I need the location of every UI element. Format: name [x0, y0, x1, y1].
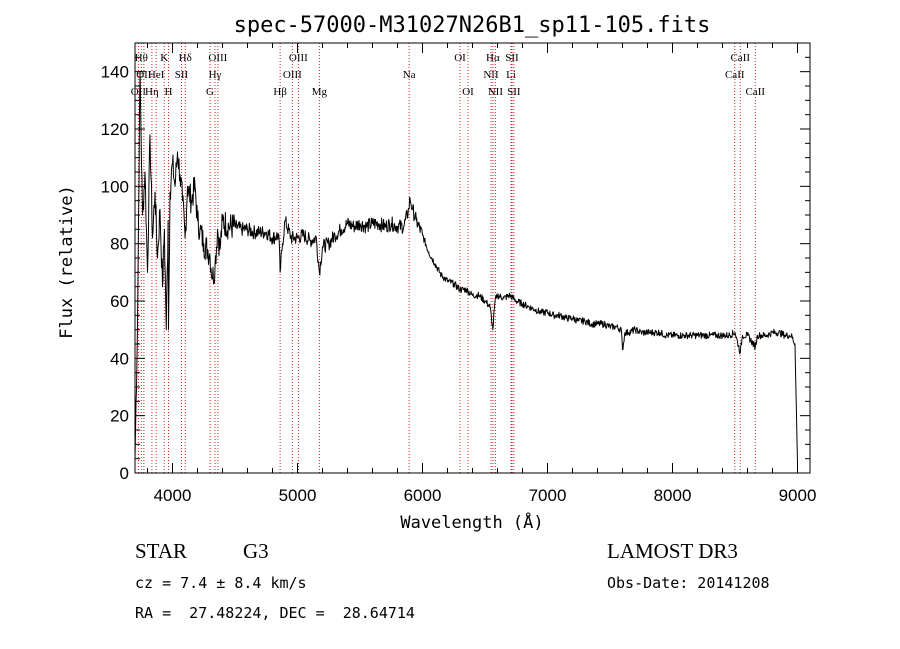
spectral-line-markers: OIIHθOIIHηHeIKHSIIHδGHγOIIIHβOIIIOIIIMgN… — [131, 43, 765, 473]
line-label: OI — [462, 86, 474, 98]
line-label: CaII — [730, 52, 750, 64]
x-axis-ticks: 4000 5000 6000 7000 8000 9000 — [147, 43, 817, 505]
line-label: NII — [488, 86, 504, 98]
line-label: SII — [175, 69, 189, 81]
coordinates: RA = 27.48224, DEC = 28.64714 — [135, 604, 415, 622]
line-label: G — [206, 86, 214, 98]
x-tick-label: 7000 — [529, 486, 567, 505]
y-tick-label: 120 — [101, 120, 129, 139]
x-tick-label: 4000 — [154, 486, 192, 505]
y-tick-label: 80 — [110, 235, 129, 254]
x-tick-label: 5000 — [279, 486, 317, 505]
line-label: Hγ — [209, 69, 222, 81]
line-label: Hη — [145, 86, 159, 98]
line-label: Hβ — [273, 86, 287, 98]
y-tick-label: 60 — [110, 292, 129, 311]
y-axis-label: Flux (relative) — [57, 185, 77, 339]
x-tick-label: 9000 — [779, 486, 817, 505]
y-tick-label: 100 — [101, 177, 129, 196]
line-label: CaII — [745, 86, 765, 98]
y-tick-label: 140 — [101, 63, 129, 82]
object-class: STAR — [135, 539, 187, 563]
line-label: K — [160, 52, 168, 64]
line-label: OIII — [208, 52, 227, 64]
line-label: H — [165, 86, 173, 98]
line-label: OIII — [283, 69, 302, 81]
observation-date: Obs-Date: 20141208 — [607, 574, 770, 592]
line-label: OI — [454, 52, 466, 64]
spectrum-line — [134, 71, 798, 465]
line-label: Hα — [486, 52, 500, 64]
line-label: OIII — [289, 52, 308, 64]
line-label: Li — [506, 69, 516, 81]
spectrum-series — [134, 71, 798, 465]
line-label: Hδ — [179, 52, 192, 64]
x-axis-label: Wavelength (Å) — [400, 511, 543, 533]
redshift-velocity: cz = 7.4 ± 8.4 km/s — [135, 574, 307, 592]
line-label: Mg — [312, 86, 328, 98]
line-label: Na — [403, 69, 416, 81]
x-tick-label: 6000 — [404, 486, 442, 505]
line-label: NII — [483, 69, 499, 81]
y-tick-label: 20 — [110, 407, 129, 426]
y-tick-label: 40 — [110, 349, 129, 368]
line-label: SII — [505, 52, 519, 64]
y-tick-label: 0 — [120, 464, 129, 483]
y-axis-ticks: 0 20 40 60 80 100 120 140 — [101, 42, 810, 483]
line-label: SII — [507, 86, 521, 98]
object-subclass: G3 — [243, 539, 269, 563]
line-label: CaII — [725, 69, 745, 81]
plot-frame — [134, 42, 811, 474]
line-label: Hθ — [135, 52, 148, 64]
x-tick-label: 8000 — [654, 486, 692, 505]
survey-name: LAMOST DR3 — [607, 539, 738, 563]
line-label: HeI — [148, 69, 165, 81]
chart-title: spec-57000-M31027N26B1_sp11-105.fits — [234, 13, 711, 38]
